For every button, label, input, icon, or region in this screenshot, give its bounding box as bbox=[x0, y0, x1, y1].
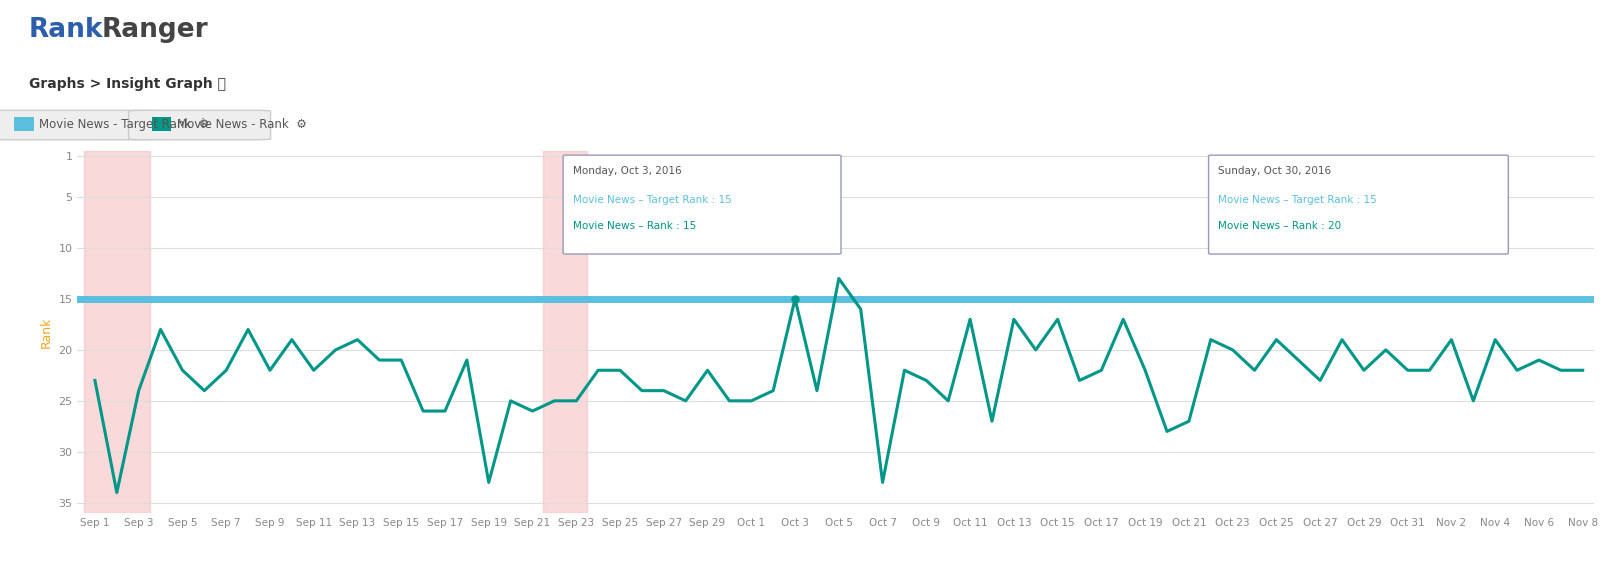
Text: Movie News – Target Rank : 15: Movie News – Target Rank : 15 bbox=[573, 195, 732, 205]
Bar bbox=[544, 151, 587, 513]
FancyBboxPatch shape bbox=[563, 155, 840, 254]
Bar bbox=[152, 116, 171, 131]
Text: Graphs > Insight Graph ⓘ: Graphs > Insight Graph ⓘ bbox=[29, 78, 226, 91]
Text: Movie News – Rank : 15: Movie News – Rank : 15 bbox=[573, 221, 697, 231]
Text: Rank: Rank bbox=[29, 17, 103, 43]
Text: Sunday, Oct 30, 2016: Sunday, Oct 30, 2016 bbox=[1218, 166, 1332, 176]
Text: Movie News - Target Rank  ⚙: Movie News - Target Rank ⚙ bbox=[39, 118, 210, 131]
FancyBboxPatch shape bbox=[0, 111, 155, 140]
FancyBboxPatch shape bbox=[1208, 155, 1508, 254]
Text: Movie News – Target Rank : 15: Movie News – Target Rank : 15 bbox=[1218, 195, 1378, 205]
Bar bbox=[15, 116, 34, 131]
FancyBboxPatch shape bbox=[129, 111, 271, 140]
Bar bbox=[84, 151, 150, 513]
Text: Monday, Oct 3, 2016: Monday, Oct 3, 2016 bbox=[573, 166, 682, 176]
Text: Movie News – Rank : 20: Movie News – Rank : 20 bbox=[1218, 221, 1342, 231]
Text: Movie News - Rank  ⚙: Movie News - Rank ⚙ bbox=[177, 118, 306, 131]
Text: Ranger: Ranger bbox=[102, 17, 208, 43]
Y-axis label: Rank: Rank bbox=[40, 316, 53, 348]
